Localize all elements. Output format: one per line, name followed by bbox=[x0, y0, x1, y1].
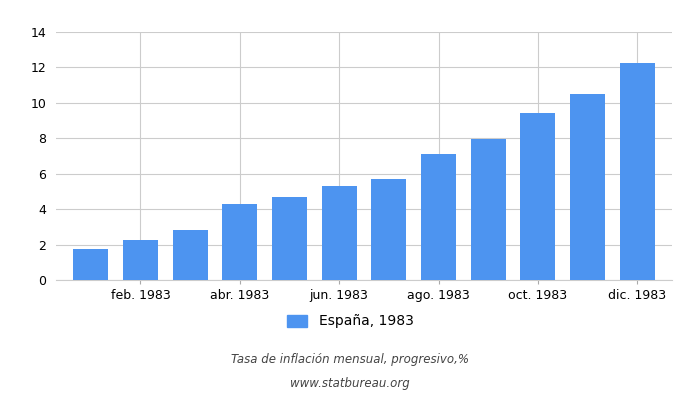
Bar bbox=[74, 249, 108, 280]
Bar bbox=[173, 230, 207, 280]
Bar bbox=[570, 94, 605, 280]
Bar bbox=[521, 114, 555, 280]
Bar bbox=[620, 63, 654, 280]
Text: Tasa de inflación mensual, progresivo,%: Tasa de inflación mensual, progresivo,% bbox=[231, 354, 469, 366]
Bar bbox=[372, 179, 406, 280]
Legend: España, 1983: España, 1983 bbox=[281, 309, 419, 334]
Bar bbox=[272, 197, 307, 280]
Bar bbox=[123, 240, 158, 280]
Bar bbox=[223, 204, 257, 280]
Text: www.statbureau.org: www.statbureau.org bbox=[290, 378, 410, 390]
Bar bbox=[471, 139, 505, 280]
Bar bbox=[421, 154, 456, 280]
Bar bbox=[322, 186, 356, 280]
